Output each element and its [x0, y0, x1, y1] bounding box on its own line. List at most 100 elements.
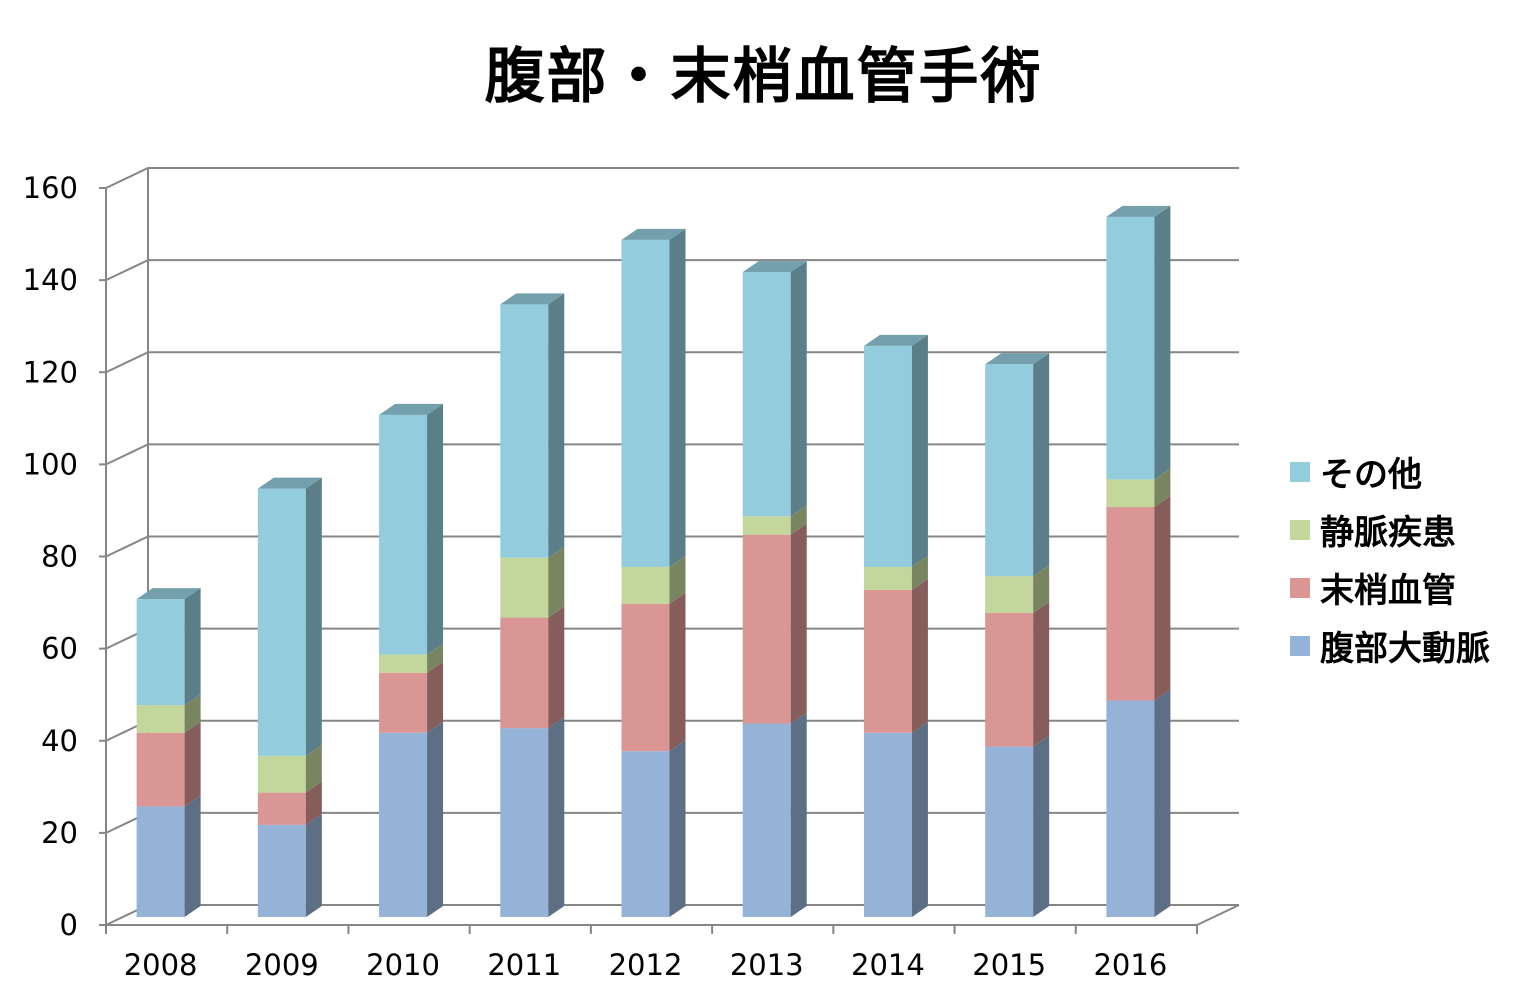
axes	[99, 187, 1240, 934]
bar-segment	[257, 477, 322, 756]
y-tick-label: 0	[60, 908, 78, 942]
bar-front	[985, 576, 1034, 613]
bar-top	[379, 403, 444, 415]
legend-label: 静脈疾患	[1320, 513, 1456, 553]
y-tick-label: 160	[23, 171, 78, 205]
bar-segment	[500, 606, 565, 729]
bar-segment	[863, 721, 928, 917]
x-tick-label: 2013	[730, 948, 804, 982]
bar-segment	[985, 565, 1050, 613]
bar-side	[911, 555, 928, 590]
legend-item: 腹部大動脈	[1290, 629, 1490, 669]
gridline	[105, 167, 1239, 189]
bar-segment	[136, 721, 201, 807]
bar-front	[985, 612, 1034, 747]
bar-side	[548, 293, 565, 558]
bar-side	[911, 721, 928, 917]
bar-side	[184, 588, 201, 706]
x-tick-label: 2012	[609, 948, 683, 982]
bar-front	[379, 672, 428, 733]
bar-side	[790, 712, 807, 917]
bar-side	[1154, 689, 1171, 917]
bar-segment	[621, 228, 686, 567]
legend-swatch	[1290, 462, 1310, 482]
bar-segment	[742, 523, 807, 724]
bar-front	[500, 557, 549, 618]
bar-front	[136, 599, 185, 706]
legend-label: 末梢血管	[1320, 571, 1456, 611]
bar-top	[136, 588, 201, 600]
bar-segment	[621, 740, 686, 917]
bar-segment	[742, 261, 807, 517]
bar-side	[305, 813, 322, 917]
bar-front	[500, 304, 549, 558]
bar-side	[790, 505, 807, 535]
bar-front	[500, 728, 549, 917]
bar-front	[500, 617, 549, 729]
bar-segment	[1106, 468, 1171, 508]
bar-front	[742, 516, 791, 535]
bar-side	[427, 661, 444, 733]
bar-front	[257, 792, 306, 825]
bar-side	[305, 744, 322, 793]
x-tick-label: 2016	[1093, 948, 1167, 982]
bar-front	[1106, 216, 1155, 480]
bar-front	[379, 654, 428, 673]
bar-front	[985, 364, 1034, 577]
bar-segment	[985, 601, 1050, 747]
bar-segment	[257, 744, 322, 793]
bar-segment	[257, 781, 322, 825]
bar-segment	[621, 592, 686, 752]
bar-front	[379, 732, 428, 917]
bar-side	[184, 694, 201, 733]
bar-side	[548, 717, 565, 917]
bar-front	[863, 732, 912, 917]
bar-segment	[1106, 689, 1171, 917]
x-tick-label: 2011	[487, 948, 561, 982]
bar-front	[863, 589, 912, 733]
bar-side	[1154, 496, 1171, 701]
bar-front	[742, 272, 791, 517]
bar-side	[184, 721, 201, 807]
bar-front	[136, 732, 185, 807]
x-tick-label: 2009	[245, 948, 319, 982]
bar-side	[669, 592, 686, 752]
bar-side	[548, 546, 565, 618]
legend-label: その他	[1320, 455, 1422, 495]
bar-segment	[863, 578, 928, 733]
bar-segment	[1106, 496, 1171, 701]
bar-top	[500, 293, 565, 305]
bar-top	[257, 477, 322, 489]
bar-front	[379, 414, 428, 655]
bar-side	[1033, 601, 1050, 747]
bar-side	[305, 477, 322, 756]
bar-side	[790, 261, 807, 517]
bar-segment	[985, 735, 1050, 917]
bar-front	[1106, 507, 1155, 701]
y-tick-label: 40	[41, 724, 78, 758]
bar-side	[427, 721, 444, 917]
bar-top	[621, 228, 686, 240]
legend-swatch	[1290, 520, 1310, 540]
bar-side	[1154, 468, 1171, 508]
bar-side	[1033, 353, 1050, 577]
bar-top	[1106, 205, 1171, 217]
bar-segment	[379, 721, 444, 917]
bar-front	[257, 824, 306, 917]
bar-front	[742, 534, 791, 724]
bar-front	[1106, 700, 1155, 917]
bar-front	[257, 488, 306, 756]
bar-segment	[1106, 205, 1171, 480]
bar-segment	[985, 353, 1050, 577]
bar-front	[863, 345, 912, 567]
bar-top	[985, 353, 1050, 365]
bar-segment	[863, 334, 928, 567]
bar-front	[985, 746, 1034, 917]
bar-top	[863, 334, 928, 346]
bar-front	[1106, 479, 1155, 508]
bar-side	[1033, 735, 1050, 917]
bar-segment	[257, 813, 322, 917]
bar-side	[548, 606, 565, 729]
bar-segment	[500, 717, 565, 917]
